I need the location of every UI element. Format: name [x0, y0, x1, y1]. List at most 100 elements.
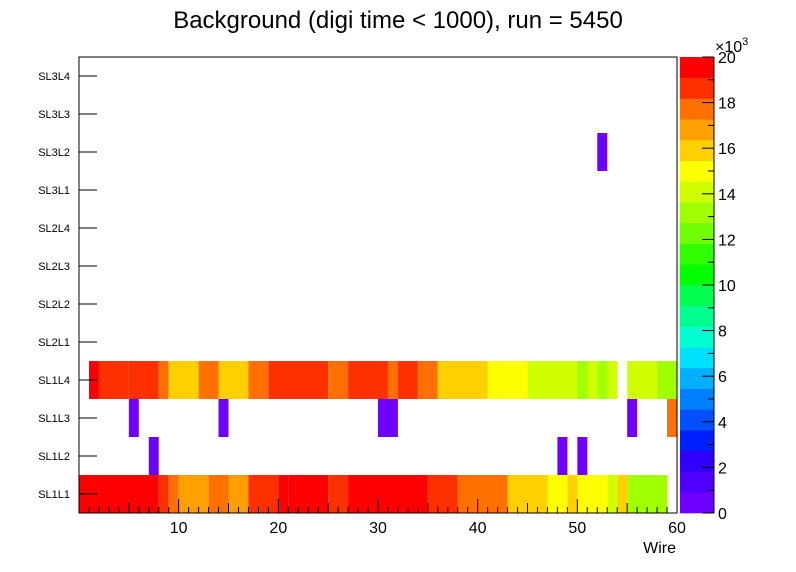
heatmap-cell — [208, 475, 229, 513]
heatmap-cell — [617, 475, 628, 513]
heatmap-cell — [577, 475, 608, 513]
y-tick-label: SL3L2 — [38, 147, 70, 159]
color-scale-swatch — [680, 388, 714, 410]
color-scale-swatch — [680, 326, 714, 348]
color-scale-swatch — [680, 243, 714, 265]
z-tick-label: 0 — [718, 506, 727, 523]
x-tick-label: 40 — [469, 520, 487, 537]
color-scale-swatch — [680, 119, 714, 141]
heatmap-cell — [667, 399, 677, 437]
color-scale-swatch — [680, 285, 714, 307]
x-tick-label: 20 — [269, 520, 287, 537]
heatmap-cell — [627, 399, 638, 437]
y-tick-label: SL1L1 — [38, 489, 70, 501]
heatmap-cell — [627, 475, 668, 513]
heatmap-cell — [158, 475, 169, 513]
y-tick-label: SL1L4 — [38, 375, 70, 387]
heatmap-cell — [268, 361, 329, 399]
heatmap-cell — [128, 361, 159, 399]
z-tick-label: 20 — [718, 50, 736, 67]
heatmap-cell — [288, 475, 329, 513]
heatmap-cell — [178, 475, 209, 513]
color-scale-swatch — [680, 77, 714, 99]
heatmap-cell — [328, 361, 349, 399]
heatmap-cell — [627, 361, 658, 399]
y-tick-label: SL1L3 — [38, 413, 70, 425]
heatmap-cell — [597, 361, 608, 399]
y-tick-label: SL3L4 — [38, 71, 70, 83]
heatmap-cell — [198, 361, 219, 399]
heatmap-cell — [328, 475, 349, 513]
heatmap-cell — [557, 437, 568, 475]
color-scale-swatch — [680, 409, 714, 431]
heatmap-cell — [218, 361, 249, 399]
heatmap-cell — [657, 361, 677, 399]
z-tick-label: 16 — [718, 141, 736, 158]
heatmap-cell — [248, 475, 279, 513]
heatmap-cell — [348, 361, 388, 399]
color-scale-swatch — [680, 367, 714, 389]
y-tick-label: SL2L4 — [38, 223, 70, 235]
color-scale-swatch — [680, 450, 714, 472]
z-multiplier: ×103 — [715, 36, 748, 56]
z-tick-label: 6 — [718, 369, 727, 386]
z-tick-label: 4 — [718, 415, 727, 432]
y-tick-label: SL2L3 — [38, 261, 70, 273]
color-scale-swatch — [680, 160, 714, 182]
x-tick-label: 60 — [668, 520, 686, 537]
z-tick-label: 2 — [718, 460, 727, 477]
heatmap-cell — [168, 475, 179, 513]
z-tick-label: 18 — [718, 96, 736, 113]
heatmap-cell — [387, 361, 398, 399]
heatmap-cell — [228, 475, 249, 513]
heatmap-cell — [128, 399, 139, 437]
color-scale-swatch — [680, 139, 714, 161]
heatmap-cell — [567, 475, 578, 513]
y-tick-label: SL3L1 — [38, 185, 70, 197]
heatmap-cell — [607, 361, 618, 399]
heatmap-cell — [427, 475, 458, 513]
color-scale: 0 2 4 6 8 10 12 14 16 18 20 — [680, 50, 736, 523]
heatmap-cell — [577, 437, 588, 475]
chart-title: Background (digi time < 1000), run = 545… — [173, 7, 623, 34]
x-tick-label: 30 — [369, 520, 387, 537]
z-tick-label: 12 — [718, 232, 736, 249]
color-scale-swatch — [680, 181, 714, 203]
y-tick-label: SL2L2 — [38, 299, 70, 311]
color-scale-swatch — [680, 264, 714, 286]
heatmap-cell — [348, 475, 428, 513]
color-scale-swatch — [680, 492, 714, 514]
heatmap-cell — [607, 475, 618, 513]
heatmap-cell — [248, 361, 269, 399]
y-tick-label: SL1L2 — [38, 451, 70, 463]
heatmap-cell — [547, 475, 568, 513]
color-scale-swatch — [680, 98, 714, 120]
color-scale-swatch — [680, 222, 714, 244]
x-axis-title: Wire — [643, 540, 676, 557]
heatmap-cell — [417, 361, 438, 399]
heatmap-cell — [587, 361, 598, 399]
color-scale-swatch — [680, 347, 714, 369]
color-scale-swatch — [680, 430, 714, 452]
heatmap-cell — [457, 475, 508, 513]
heatmap-cells — [79, 133, 677, 513]
heatmap-cell — [397, 361, 418, 399]
x-axis: 10 20 30 40 50 60 — [88, 499, 686, 537]
heatmap-cell — [158, 361, 169, 399]
heatmap-cell — [148, 437, 159, 475]
heatmap-cell — [527, 361, 578, 399]
x-tick-label: 50 — [568, 520, 586, 537]
y-tick-label: SL3L3 — [38, 109, 70, 121]
color-scale-swatch — [680, 202, 714, 224]
heatmap-cell — [278, 475, 289, 513]
heatmap-cell — [98, 361, 129, 399]
heatmap-cell — [168, 361, 199, 399]
x-tick-label: 10 — [170, 520, 188, 537]
z-tick-label: 14 — [718, 187, 736, 204]
y-axis: SL1L1 SL1L2 SL1L3 SL1L4 SL2L1 SL2L2 SL2L3 SL2L4… — [38, 71, 97, 501]
heatmap-cell — [597, 133, 608, 171]
z-tick-label: 10 — [718, 278, 736, 295]
heatmap-cell — [218, 399, 229, 437]
heatmap-cell — [487, 361, 528, 399]
